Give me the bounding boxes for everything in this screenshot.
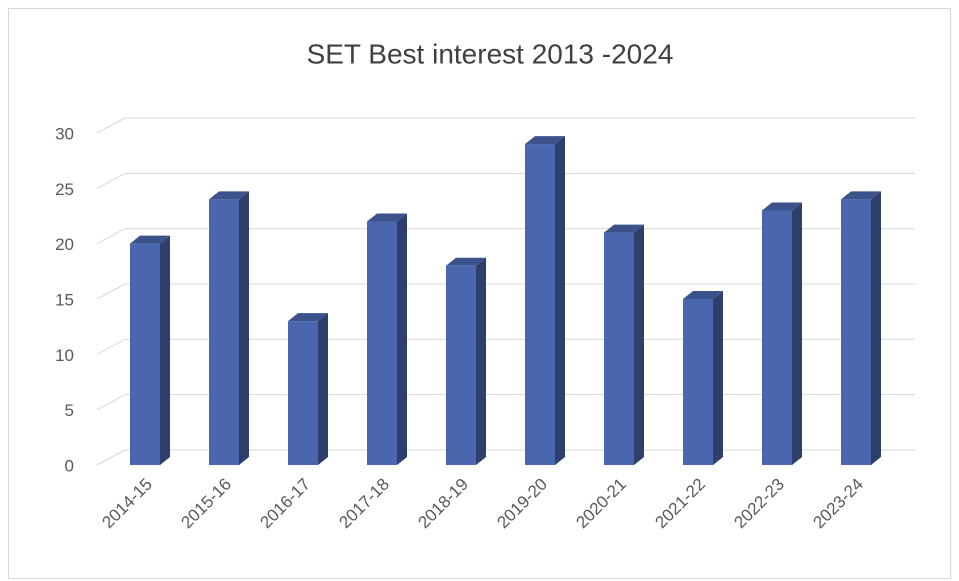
y-tick-label: 15 bbox=[55, 290, 74, 309]
grid-line bbox=[96, 449, 126, 466]
grid-line bbox=[96, 228, 126, 245]
grid-line bbox=[96, 172, 126, 189]
y-tick-label: 20 bbox=[55, 235, 74, 254]
bar-side bbox=[476, 257, 486, 465]
bar-side bbox=[397, 213, 407, 465]
bar-top bbox=[367, 213, 407, 222]
bar bbox=[209, 199, 239, 465]
bar-side bbox=[792, 202, 802, 465]
bar-side bbox=[713, 291, 723, 465]
y-tick-label: 30 bbox=[55, 124, 74, 143]
bar bbox=[683, 299, 713, 465]
y-tick-label: 0 bbox=[65, 456, 74, 475]
chart-title: SET Best interest 2013 -2024 bbox=[307, 38, 674, 69]
bar bbox=[446, 265, 476, 465]
y-tick-label: 10 bbox=[55, 346, 74, 365]
bar-top bbox=[525, 136, 565, 145]
bar bbox=[130, 243, 160, 465]
bar-side bbox=[555, 136, 565, 466]
bar-top bbox=[762, 202, 802, 211]
bar-top bbox=[446, 257, 486, 266]
bar bbox=[841, 199, 871, 465]
grid-line bbox=[96, 338, 126, 355]
bar bbox=[288, 321, 318, 465]
y-tick-label: 5 bbox=[65, 401, 74, 420]
bar bbox=[525, 144, 555, 466]
bar bbox=[762, 210, 792, 465]
bar-side bbox=[160, 235, 170, 465]
bar-top bbox=[288, 313, 328, 322]
bar-top bbox=[841, 191, 881, 200]
grid-line bbox=[96, 394, 126, 411]
bar-side bbox=[871, 191, 881, 465]
bar-top bbox=[683, 291, 723, 299]
bar bbox=[367, 221, 397, 465]
bar bbox=[604, 232, 634, 465]
bar-side bbox=[634, 224, 644, 465]
y-tick-label: 25 bbox=[55, 180, 74, 199]
bar-side bbox=[239, 191, 249, 465]
grid-line bbox=[96, 117, 126, 134]
bar-side bbox=[318, 313, 328, 465]
bar-top bbox=[209, 191, 249, 200]
grid-line bbox=[96, 283, 126, 300]
bar-top bbox=[604, 224, 644, 233]
bar-top bbox=[130, 235, 170, 244]
